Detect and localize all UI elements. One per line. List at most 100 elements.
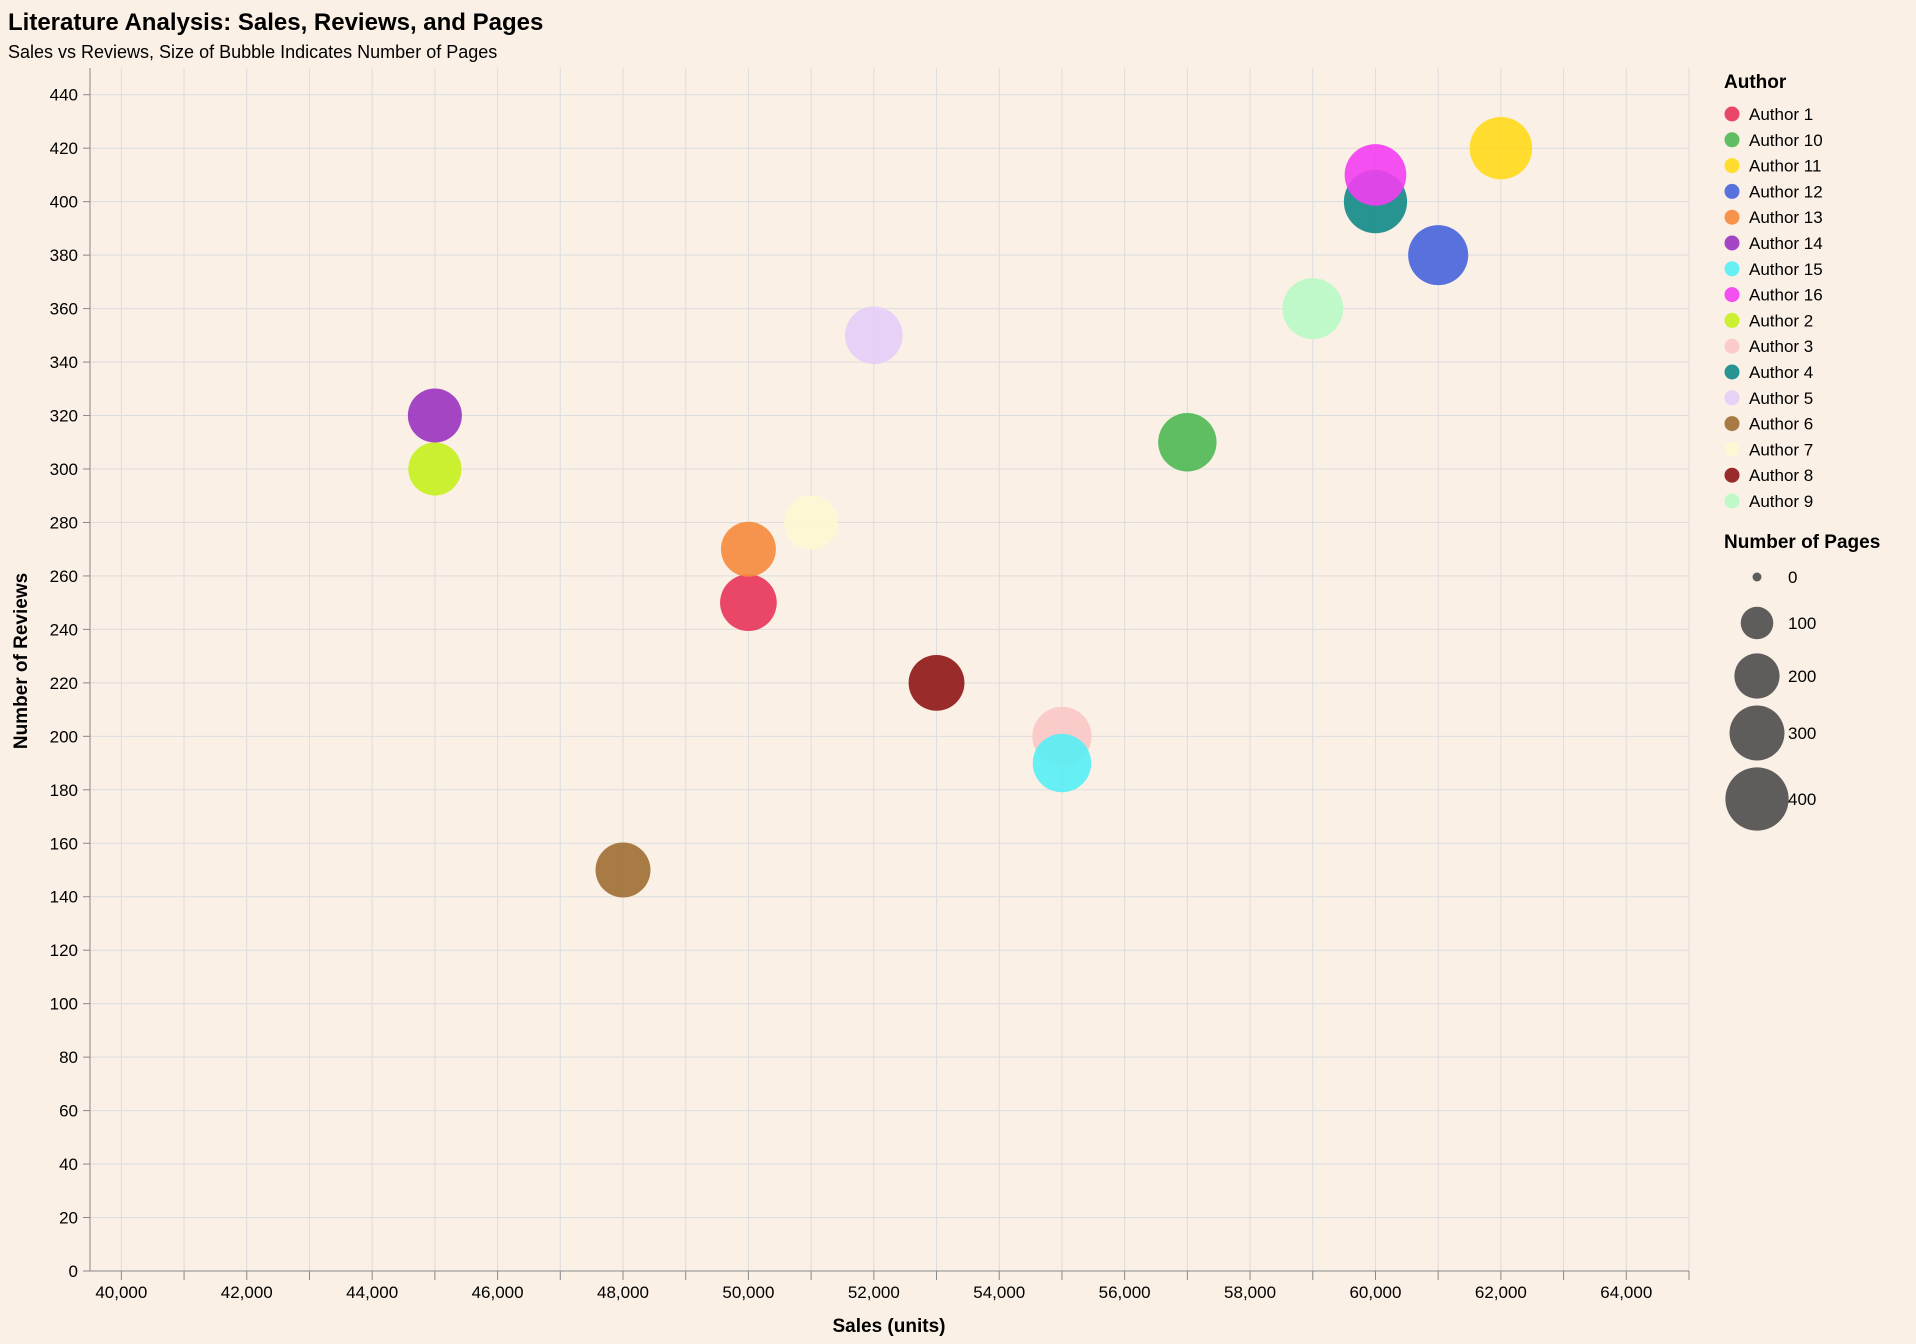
legend-swatch <box>1724 235 1740 251</box>
legend-label: Author 7 <box>1749 440 1813 459</box>
legend-label: Author 12 <box>1749 182 1823 201</box>
legend-swatch <box>1724 364 1740 380</box>
legend-swatch <box>1724 467 1740 483</box>
size-legend-bubble <box>1729 705 1785 761</box>
legend-label: Author 4 <box>1749 363 1813 382</box>
y-tick-label: 160 <box>50 834 78 853</box>
bubble-author-9 <box>1282 278 1344 340</box>
size-legend-label: 400 <box>1788 790 1816 809</box>
legend: Author Number of Pages Author 1 Author 10… <box>1724 72 1880 831</box>
y-tick-label: 20 <box>59 1209 78 1228</box>
legend-swatch <box>1724 338 1740 354</box>
legend-swatch <box>1724 441 1740 457</box>
legend-swatch <box>1724 158 1740 174</box>
y-tick-label: 400 <box>50 193 78 212</box>
bubble-author-7 <box>784 495 839 550</box>
y-tick-label: 0 <box>69 1262 78 1281</box>
y-tick-label: 340 <box>50 353 78 372</box>
bubble-author-12 <box>1408 225 1469 286</box>
legend-swatch <box>1724 106 1740 122</box>
y-tick-label: 260 <box>50 567 78 586</box>
bubble-author-8 <box>908 654 965 711</box>
x-tick-label: 54,000 <box>973 1283 1025 1302</box>
x-tick-label: 48,000 <box>597 1283 649 1302</box>
x-tick-label: 60,000 <box>1349 1283 1401 1302</box>
legend-swatch <box>1724 312 1740 328</box>
bubble-author-1 <box>720 574 777 632</box>
x-tick-label: 50,000 <box>722 1283 774 1302</box>
bubble-author-10 <box>1158 413 1217 472</box>
y-tick-label: 180 <box>50 781 78 800</box>
size-legend-bubble <box>1734 653 1780 699</box>
y-tick-label: 300 <box>50 460 78 479</box>
data-points <box>407 116 1533 898</box>
gridlines <box>90 68 1690 1272</box>
y-tick-label: 200 <box>50 727 78 746</box>
legend-label: Author 13 <box>1749 208 1823 227</box>
x-tick-label: 62,000 <box>1475 1283 1527 1302</box>
y-tick-label: 440 <box>50 86 78 105</box>
x-tick-label: 58,000 <box>1224 1283 1276 1302</box>
bubble-author-13 <box>720 521 776 577</box>
size-legend-bubble <box>1740 606 1774 640</box>
legend-label: Author 3 <box>1749 337 1813 356</box>
y-tick-label: 420 <box>50 139 78 158</box>
legend-label: Author 9 <box>1749 492 1813 511</box>
size-legend-label: 0 <box>1788 568 1797 587</box>
y-tick-label: 40 <box>59 1155 78 1174</box>
y-tick-label: 60 <box>59 1102 78 1121</box>
bubble-author-15 <box>1032 733 1092 793</box>
bubble-author-16 <box>1344 144 1407 206</box>
size-legend-title: Number of Pages <box>1724 532 1880 553</box>
x-tick-label: 46,000 <box>472 1283 524 1302</box>
legend-swatch <box>1724 493 1740 509</box>
x-tick-label: 52,000 <box>848 1283 900 1302</box>
legend-label: Author 1 <box>1749 105 1813 124</box>
legend-label: Author 2 <box>1749 311 1813 330</box>
legend-label: Author 10 <box>1749 131 1823 150</box>
size-legend-label: 300 <box>1788 724 1816 743</box>
legend-swatch <box>1724 183 1740 199</box>
size-legend-label: 100 <box>1788 614 1816 633</box>
y-tick-label: 140 <box>50 888 78 907</box>
y-tick-label: 80 <box>59 1048 78 1067</box>
size-legend-bubble <box>1752 572 1762 582</box>
legend-swatch <box>1724 132 1740 148</box>
legend-swatch <box>1724 390 1740 406</box>
legend-label: Author 16 <box>1749 286 1823 305</box>
y-tick-label: 320 <box>50 407 78 426</box>
bubble-author-14 <box>407 388 462 443</box>
legend-label: Author 6 <box>1749 415 1813 434</box>
legend-label: Author 14 <box>1749 234 1823 253</box>
y-tick-label: 360 <box>50 300 78 319</box>
legend-label: Author 15 <box>1749 260 1823 279</box>
chart-subtitle: Sales vs Reviews, Size of Bubble Indicat… <box>8 42 497 62</box>
x-tick-label: 44,000 <box>346 1283 398 1302</box>
legend-label: Author 11 <box>1749 157 1821 176</box>
y-tick-label: 280 <box>50 513 78 532</box>
y-tick-label: 120 <box>50 941 78 960</box>
x-tick-label: 56,000 <box>1099 1283 1151 1302</box>
legend-label: Author 8 <box>1749 466 1813 485</box>
legend-swatch <box>1724 287 1740 303</box>
y-tick-label: 380 <box>50 246 78 265</box>
x-axis-title: Sales (units) <box>833 1316 946 1337</box>
size-legend-label: 200 <box>1788 667 1816 686</box>
axes: 0 20 40 60 80 100 120 140 160 180 200 220 240 260 280 3… <box>50 68 1690 1302</box>
legend-label: Author 5 <box>1749 389 1813 408</box>
bubble-author-6 <box>595 842 651 898</box>
y-tick-label: 100 <box>50 995 78 1014</box>
legend-swatch <box>1724 209 1740 225</box>
y-tick-label: 240 <box>50 620 78 639</box>
bubble-author-11 <box>1469 116 1533 180</box>
bubble-author-5 <box>845 306 903 365</box>
color-legend-title: Author <box>1724 72 1787 93</box>
size-legend-bubble <box>1725 767 1789 831</box>
legend-swatch <box>1724 416 1740 432</box>
y-tick-label: 220 <box>50 674 78 693</box>
bubble-author-2 <box>408 442 462 496</box>
x-tick-label: 42,000 <box>221 1283 273 1302</box>
x-tick-label: 40,000 <box>95 1283 147 1302</box>
x-tick-label: 64,000 <box>1600 1283 1652 1302</box>
